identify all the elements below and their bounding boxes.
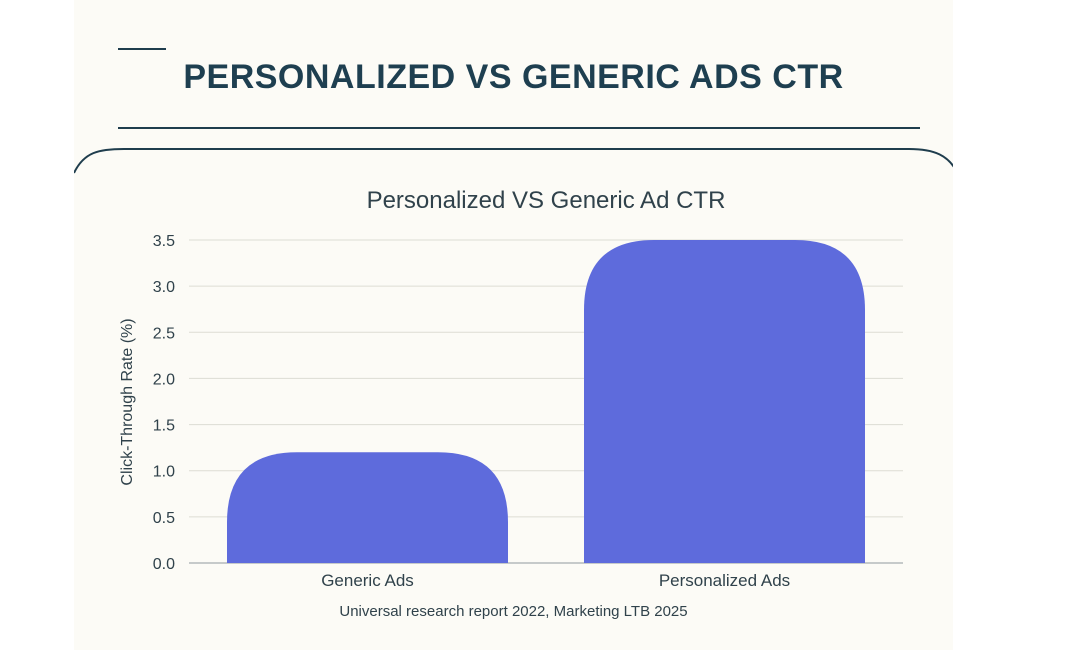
x-tick-label: Generic Ads [321,571,414,590]
title-divider [118,127,920,129]
page-title: PERSONALIZED VS GENERIC ADS CTR [183,58,844,96]
y-tick-label: 1.0 [153,464,175,481]
y-tick-label: 2.5 [153,325,175,342]
bar-chart: Personalized VS Generic Ad CTR Click-Thr… [74,148,953,590]
y-tick-label: 0.0 [153,556,175,573]
chart-frame-arc [74,148,953,174]
y-tick-label: 2.0 [153,371,175,388]
y-tick-label: 1.5 [153,418,175,435]
bar-personalized-ads [584,240,865,563]
y-axis-label: Click-Through Rate (%) [119,318,136,485]
y-tick-label: 0.5 [153,510,175,527]
y-tick-label: 3.5 [153,233,175,250]
x-tick-label: Personalized Ads [659,571,790,590]
accent-line [118,48,166,50]
chart-title: Personalized VS Generic Ad CTR [367,187,726,214]
source-note: Universal research report 2022, Marketin… [339,603,688,620]
y-tick-label: 3.0 [153,279,175,296]
infographic-canvas: PERSONALIZED VS GENERIC ADS CTR Personal… [74,0,953,650]
bar-generic-ads [227,452,508,563]
